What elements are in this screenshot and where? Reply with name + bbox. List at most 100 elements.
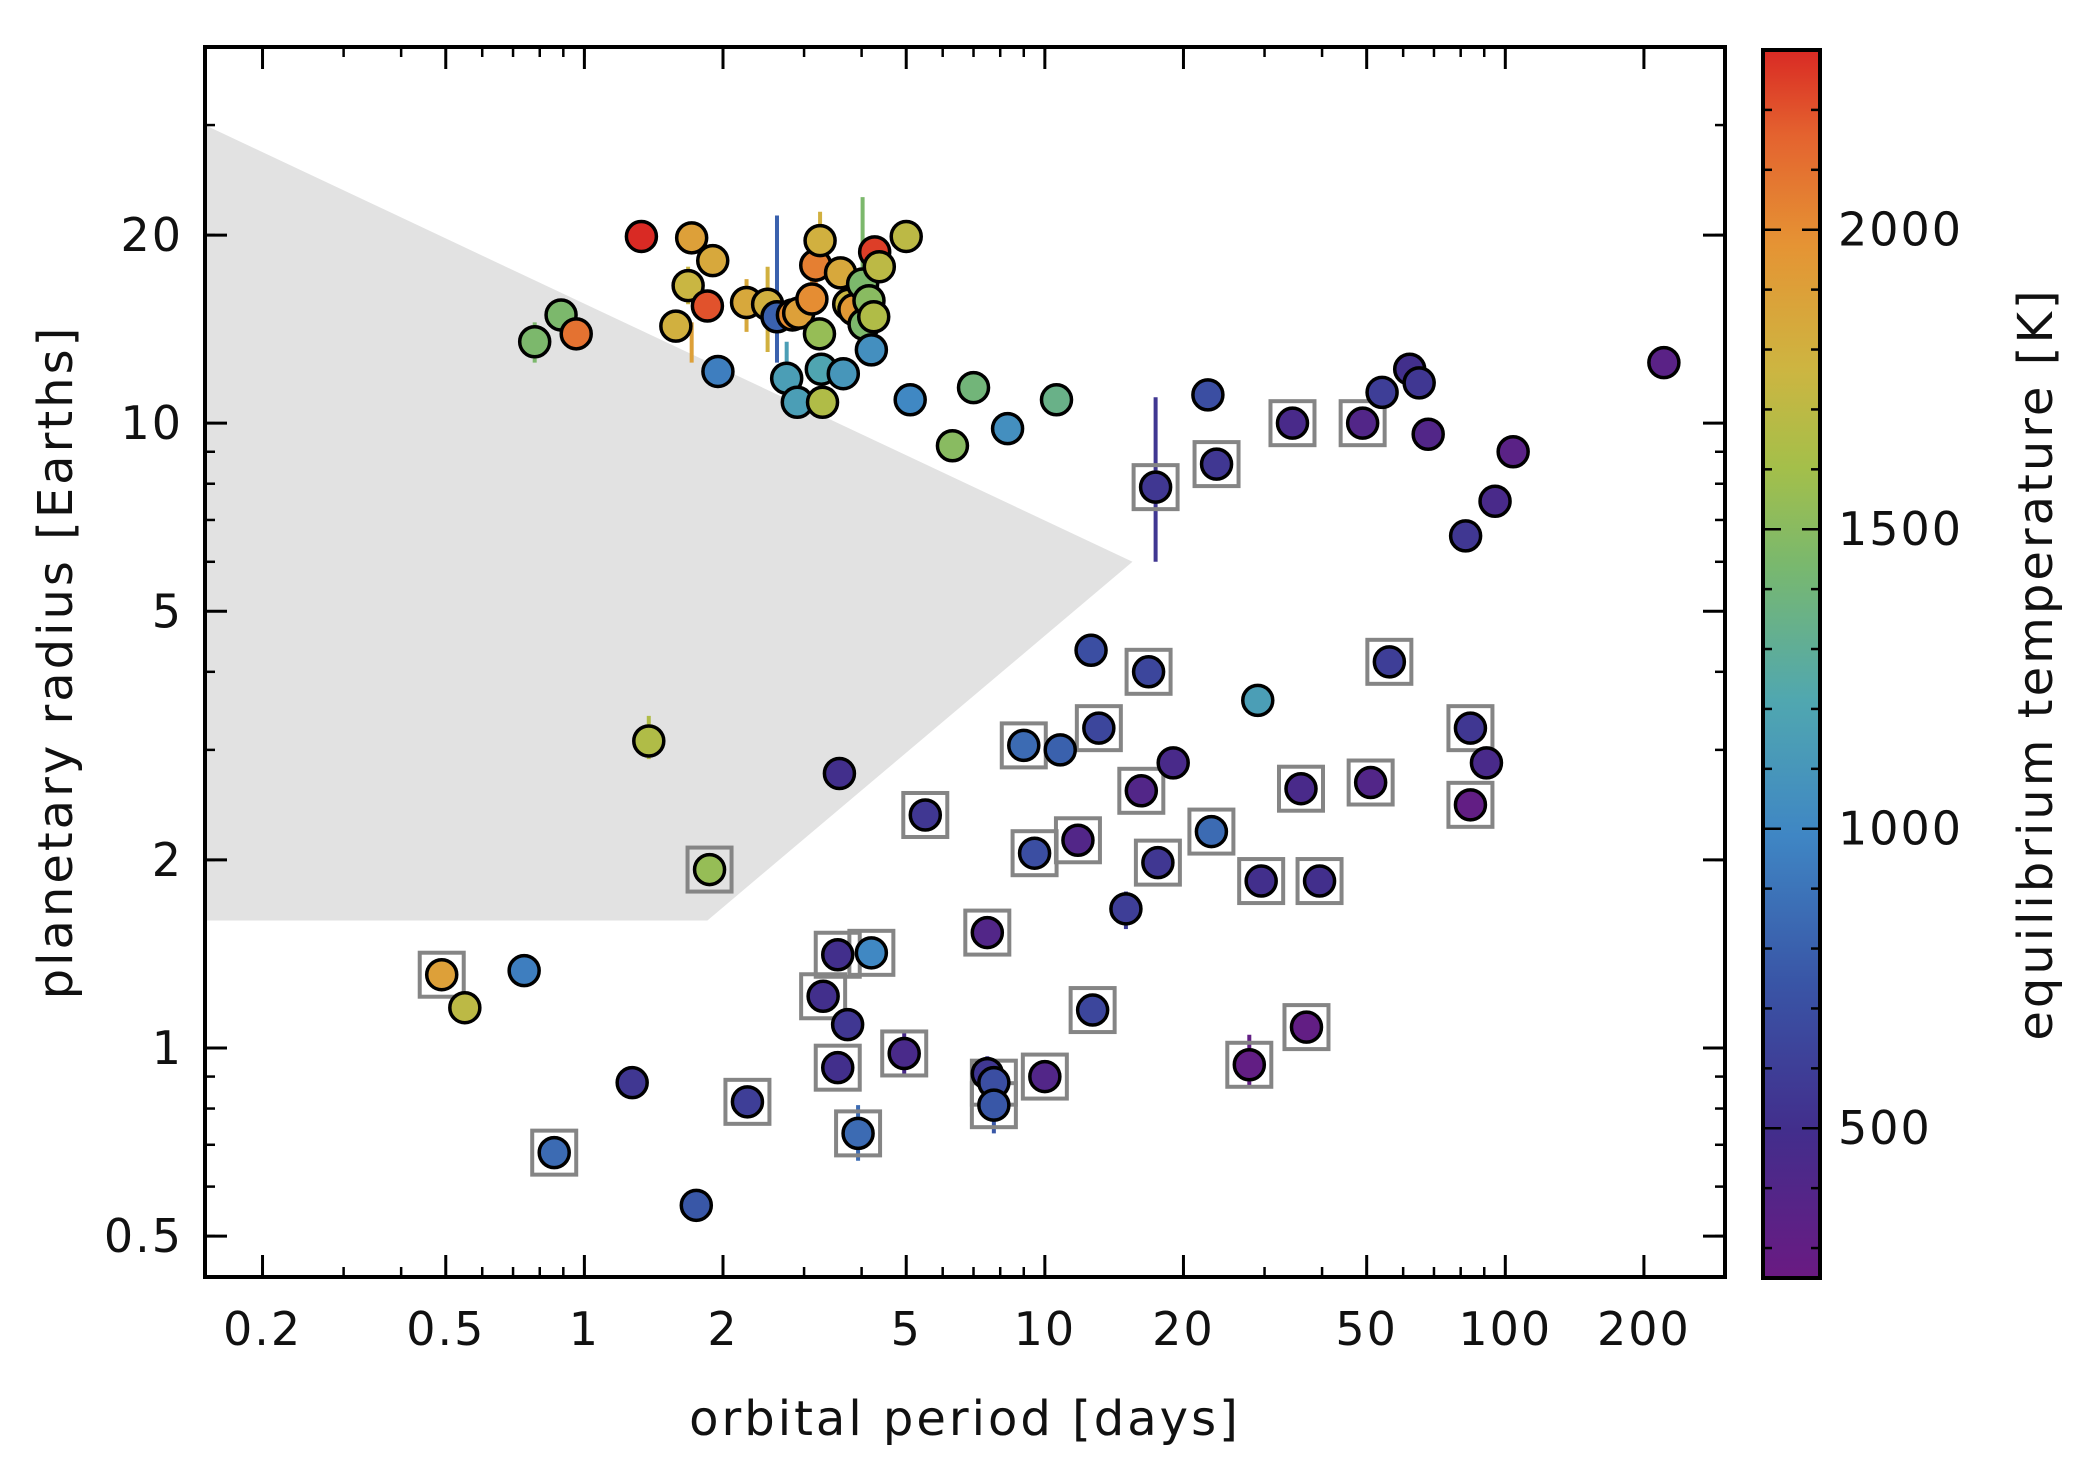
planet-point[interactable] [1453, 711, 1488, 745]
planet-point[interactable] [893, 383, 927, 417]
planet-point[interactable] [624, 219, 659, 254]
highlight-box [799, 972, 848, 1021]
planet-point[interactable] [803, 223, 837, 258]
planet-point[interactable] [1284, 771, 1318, 806]
planet-point[interactable] [1194, 814, 1229, 849]
planet-point[interactable] [977, 1088, 1011, 1122]
planet-point[interactable] [805, 385, 840, 420]
highlight-box [1192, 440, 1241, 489]
planet-point[interactable] [1647, 345, 1681, 380]
planet-point[interactable] [1141, 845, 1175, 880]
planet-point[interactable] [822, 756, 857, 791]
planet-point[interactable] [887, 1036, 921, 1071]
planet-point[interactable] [1469, 746, 1504, 780]
planet-point[interactable] [659, 309, 693, 343]
planet-point[interactable] [1074, 633, 1108, 668]
planet-point[interactable] [1039, 383, 1074, 417]
planet-point[interactable] [1478, 484, 1512, 518]
planet-point[interactable] [517, 324, 552, 359]
highlight-box [1020, 1052, 1069, 1101]
planet-point[interactable] [1156, 746, 1190, 780]
colorbar: 500 1000 1500 2000 [1761, 48, 1963, 1280]
planet-point[interactable] [1017, 836, 1052, 870]
planet-point[interactable] [1075, 993, 1110, 1027]
planet-point[interactable] [695, 243, 730, 278]
planet-point[interactable] [537, 1135, 571, 1170]
planet-point[interactable] [559, 317, 593, 351]
planet-point[interactable] [841, 1116, 875, 1151]
planet-point[interactable] [826, 356, 861, 391]
planet-point[interactable] [854, 936, 889, 970]
planet-point[interactable] [1131, 655, 1166, 689]
planet-point[interactable] [1289, 1010, 1324, 1044]
planet-point[interactable] [1453, 788, 1488, 822]
planet-point[interactable] [820, 938, 855, 972]
planet-point[interactable] [632, 724, 666, 758]
planet-point[interactable] [1345, 406, 1380, 440]
highlight-box [1187, 807, 1236, 856]
highlight-box [1446, 780, 1495, 829]
planet-point[interactable] [1241, 683, 1275, 718]
x-tick-label: 2 [707, 1302, 738, 1356]
planet-point[interactable] [820, 1050, 855, 1085]
planet-point[interactable] [990, 411, 1025, 446]
planet-point[interactable] [856, 300, 891, 334]
planet-point[interactable] [615, 1065, 649, 1100]
planet-point[interactable] [507, 953, 541, 988]
x-axis-title: orbital period [days] [689, 1391, 1241, 1447]
highlight-box [1282, 1003, 1331, 1052]
planet-point[interactable] [830, 1007, 865, 1042]
y-tick-label: 20 [120, 208, 183, 262]
planet-point[interactable] [862, 249, 897, 284]
planet-point[interactable] [795, 282, 829, 316]
y-tick-label: 5 [152, 584, 183, 638]
planet-point[interactable] [1191, 378, 1225, 412]
planet-point[interactable] [854, 333, 889, 367]
planet-point[interactable] [1496, 435, 1530, 469]
planet-point[interactable] [956, 370, 991, 405]
planet-point[interactable] [1043, 733, 1077, 767]
planet-point[interactable] [908, 798, 943, 832]
shaded-desert-region [205, 125, 1133, 921]
colorbar-tick-label: 2000 [1838, 203, 1963, 257]
planet-point[interactable] [1109, 892, 1143, 926]
planet-point[interactable] [1353, 765, 1388, 800]
planet-point[interactable] [1372, 645, 1407, 679]
planet-point[interactable] [424, 957, 459, 992]
planet-point[interactable] [806, 979, 840, 1014]
x-tick-label: 20 [1152, 1302, 1215, 1356]
planet-point[interactable] [1365, 375, 1399, 410]
planet-point[interactable] [889, 219, 923, 254]
planet-point[interactable] [679, 1188, 714, 1223]
planet-point[interactable] [730, 1085, 765, 1119]
plot-frame [203, 45, 1727, 1279]
planet-point[interactable] [1275, 406, 1310, 440]
planet-point[interactable] [970, 915, 1005, 950]
planet-point[interactable] [1411, 417, 1445, 452]
planet-point[interactable] [671, 268, 705, 303]
highlight-box [1117, 766, 1166, 815]
planet-point[interactable] [692, 852, 727, 887]
planet-point[interactable] [1138, 470, 1173, 504]
planet-point[interactable] [1232, 1048, 1267, 1082]
planet-point[interactable] [935, 429, 970, 463]
planet-point[interactable] [802, 317, 837, 351]
planet-point[interactable] [1244, 864, 1278, 898]
planet-point[interactable] [448, 990, 482, 1025]
colorbar-gradient [1763, 50, 1820, 1278]
planet-point[interactable] [1124, 774, 1159, 808]
planet-point[interactable] [1028, 1059, 1062, 1094]
planet-point[interactable] [1199, 447, 1234, 481]
y-tick-label: 0.5 [104, 1209, 183, 1263]
planet-point[interactable] [674, 221, 709, 255]
planet-point[interactable] [1007, 728, 1041, 763]
planet-point[interactable] [1448, 519, 1483, 553]
x-tick-label: 5 [891, 1302, 922, 1356]
planet-point[interactable] [1082, 711, 1116, 745]
colorbar-tick-label: 500 [1838, 1101, 1932, 1155]
planet-point[interactable] [1302, 864, 1337, 898]
planet-point[interactable] [1061, 823, 1095, 858]
planet-point[interactable] [701, 354, 735, 389]
planet-point[interactable] [1402, 366, 1436, 400]
planet-point[interactable] [690, 289, 725, 323]
